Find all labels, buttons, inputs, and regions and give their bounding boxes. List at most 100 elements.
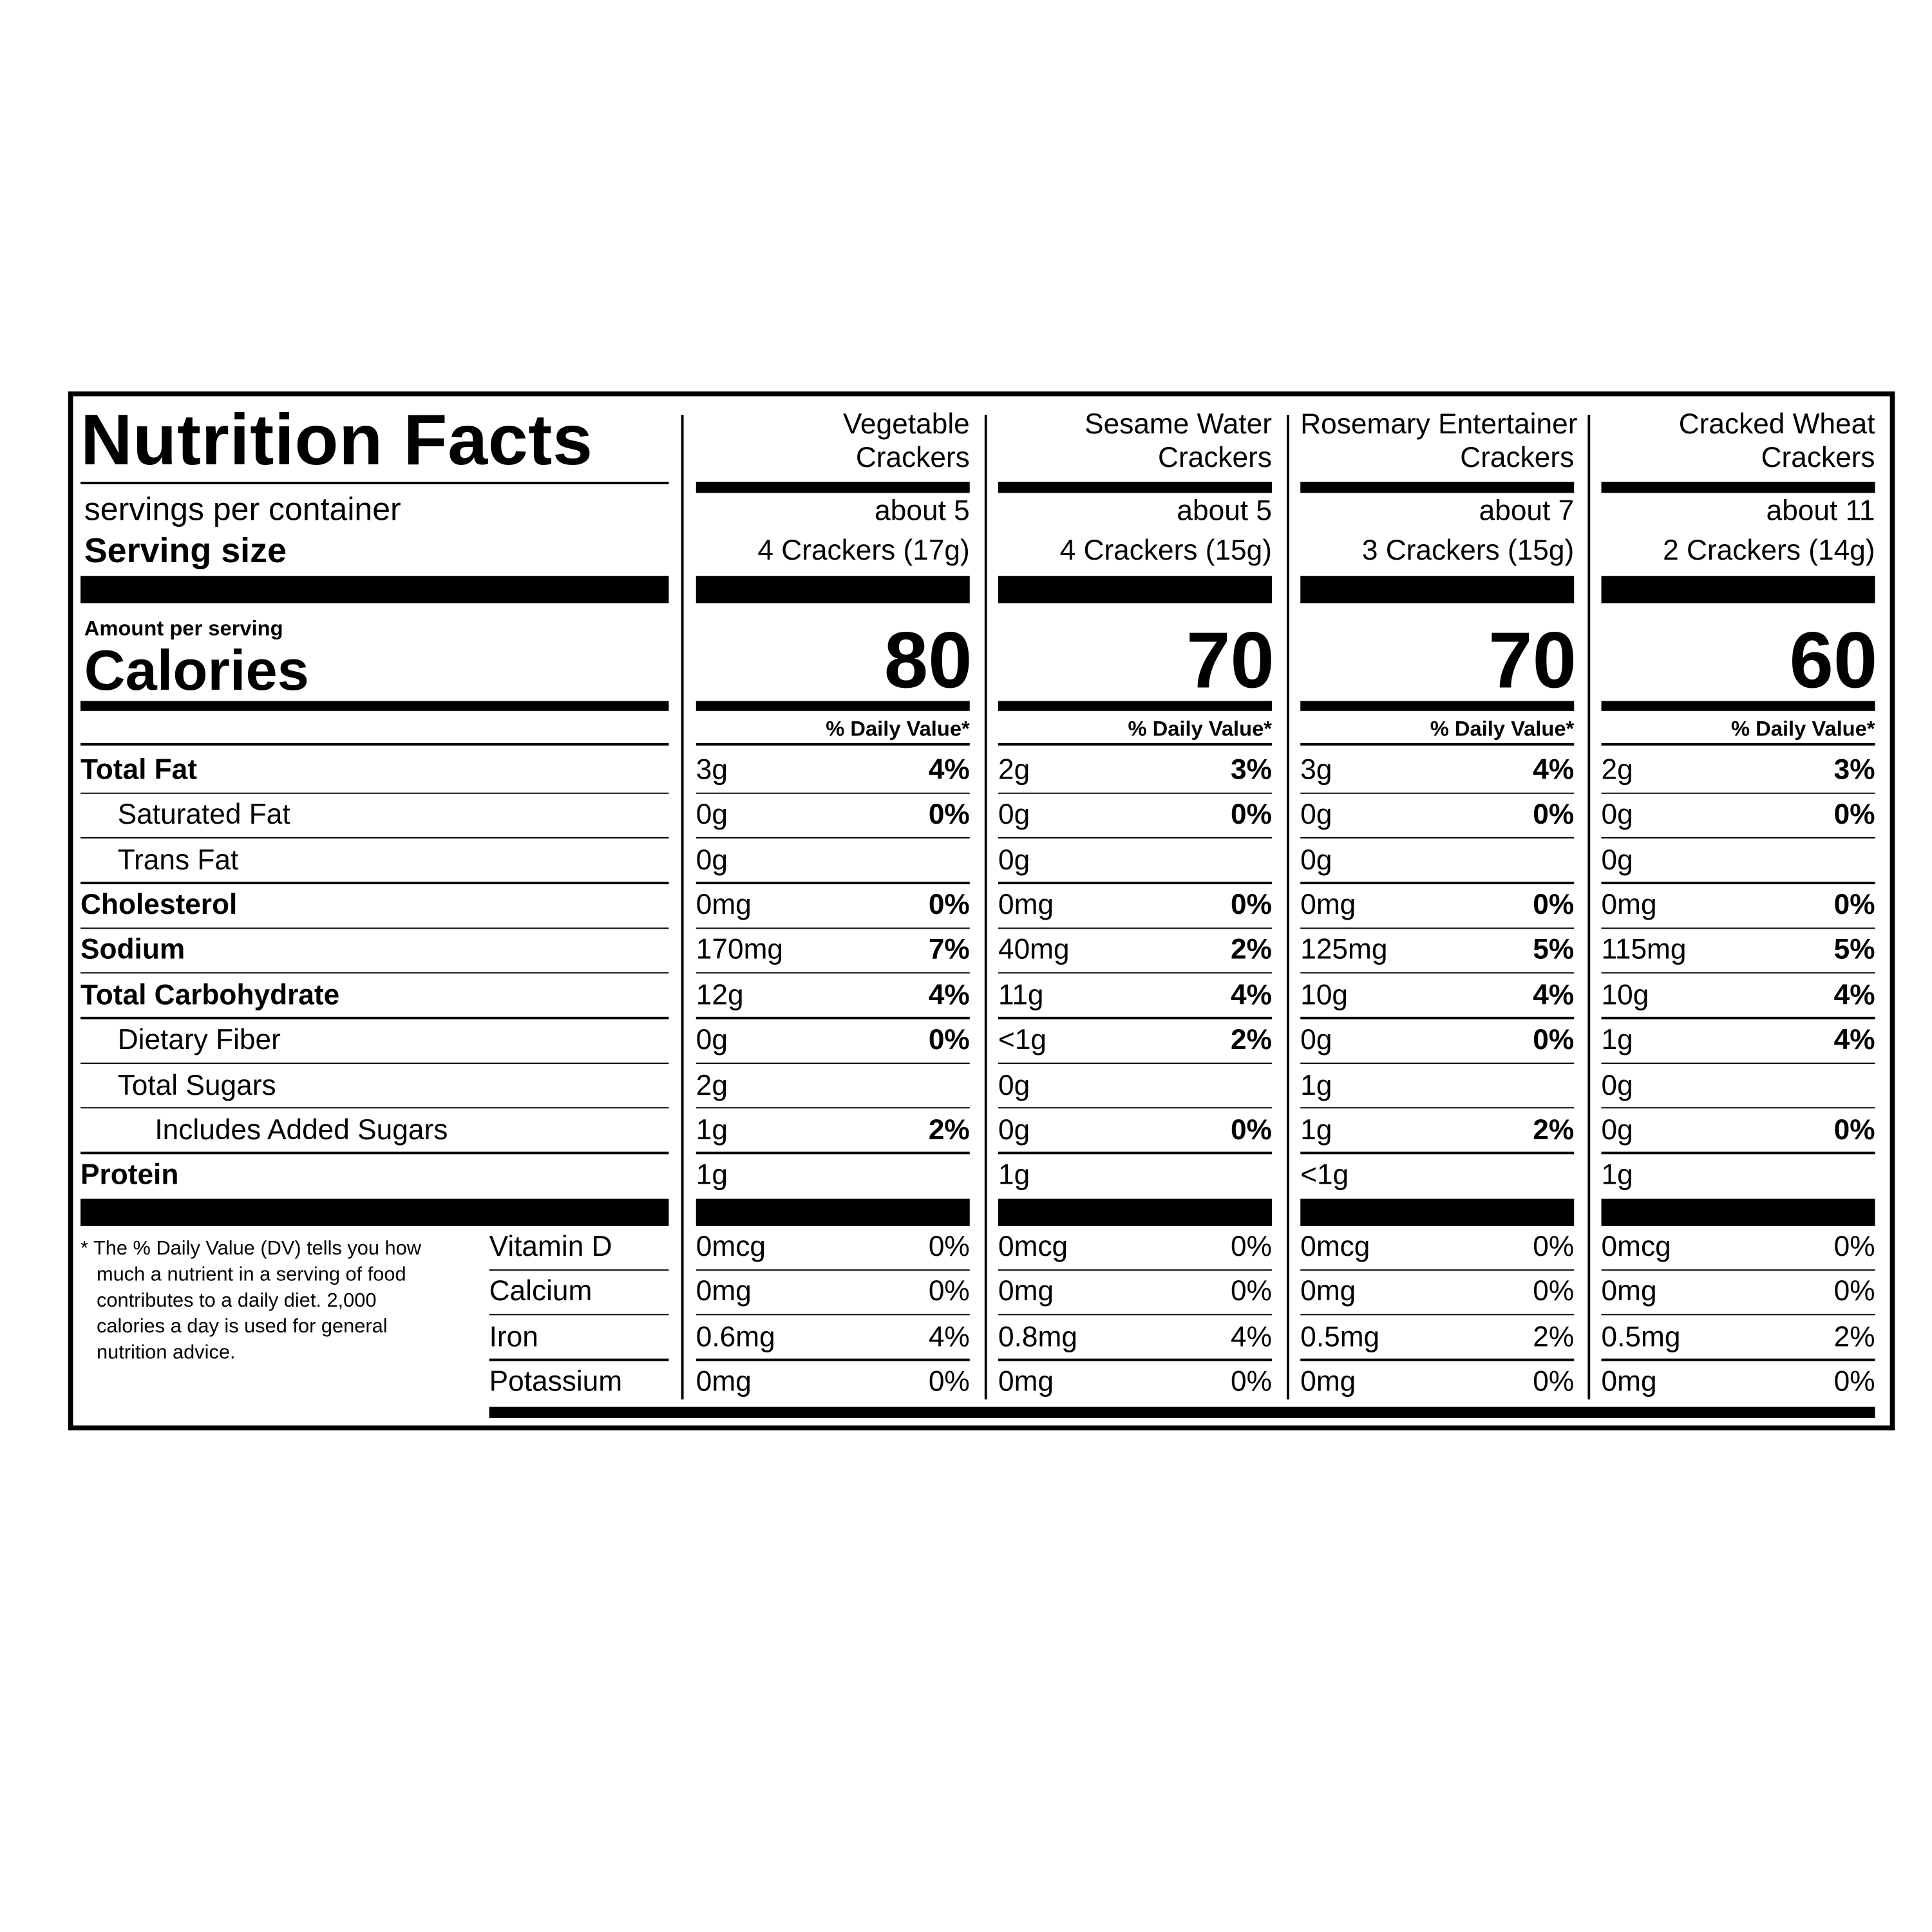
- product-name: Cracked Wheat: [1678, 407, 1875, 440]
- nutrient-dv: 5%: [1533, 933, 1575, 965]
- nutrient-label: Total Sugars: [117, 1068, 276, 1101]
- nutrient-dv: 0%: [1833, 888, 1875, 921]
- nutrient-dv: 0%: [928, 888, 970, 921]
- vitamin-amount: 0mcg: [1601, 1229, 1671, 1262]
- vitamin-dv: 0%: [1833, 1229, 1875, 1262]
- nutrient-amount: 0mg: [1300, 888, 1356, 921]
- calories: 80: [884, 616, 972, 705]
- medium-bar: [696, 482, 970, 493]
- row-rule: [1601, 837, 1875, 839]
- vitamin-amount: 0mg: [998, 1274, 1054, 1307]
- thick-bar: [1300, 576, 1575, 603]
- thick-bar: [80, 1198, 669, 1226]
- vitamin-label: Vitamin D: [489, 1229, 612, 1262]
- row-rule: [1601, 791, 1875, 794]
- nutrient-dv: 0%: [1533, 888, 1575, 921]
- row-rule: [696, 882, 970, 884]
- calories: 70: [1186, 616, 1274, 705]
- vitamin-dv: 4%: [1231, 1320, 1273, 1352]
- vitamin-amount: 0mg: [1300, 1274, 1356, 1307]
- vitamin-amount: 0mg: [1300, 1365, 1356, 1397]
- nutrient-label: Trans Fat: [117, 843, 239, 876]
- row-rule: [696, 1314, 970, 1316]
- row-rule: [696, 972, 970, 974]
- row-rule: [696, 1062, 970, 1065]
- vitamin-dv: 0%: [1533, 1229, 1575, 1262]
- nutrient-label: Sodium: [80, 933, 185, 965]
- row-rule: [1601, 972, 1875, 974]
- medium-bar: [1300, 701, 1575, 711]
- thin-rule: [80, 482, 669, 484]
- vitamin-amount: 0mg: [1601, 1365, 1657, 1397]
- product-name: Crackers: [855, 440, 970, 473]
- nutrient-dv: 4%: [1231, 978, 1273, 1010]
- nutrient-dv: 0%: [928, 798, 970, 831]
- medium-bar: [1601, 701, 1875, 711]
- row-rule: [998, 1152, 1273, 1154]
- vitamin-amount: 0.5mg: [1601, 1320, 1681, 1352]
- nutrient-amount: 125mg: [1300, 933, 1388, 965]
- nutrient-amount: 3g: [1300, 753, 1332, 786]
- nutrient-dv: 3%: [1833, 753, 1875, 786]
- nutrient-amount: 0g: [998, 798, 1030, 831]
- nutrient-amount: 40mg: [998, 933, 1070, 965]
- nutrient-label: Total Carbohydrate: [80, 978, 340, 1010]
- calories: 70: [1488, 616, 1577, 705]
- row-rule: [998, 972, 1273, 974]
- row-rule: [80, 882, 669, 884]
- servings: about 11: [1766, 494, 1875, 527]
- nutrient-amount: 0g: [696, 1023, 728, 1056]
- row-rule: [696, 1017, 970, 1019]
- vitamin-amount: 0mg: [696, 1274, 752, 1307]
- vitamin-label: Calcium: [489, 1274, 592, 1307]
- serving-size: 2 Crackers (14g): [1663, 533, 1875, 566]
- nutrient-amount: <1g: [1300, 1158, 1349, 1191]
- nutrient-amount: 0mg: [1601, 888, 1657, 921]
- row-rule: [1601, 1152, 1875, 1154]
- vitamin-dv: 0%: [1833, 1365, 1875, 1397]
- row-rule: [80, 837, 669, 839]
- row-rule: [696, 1358, 970, 1361]
- nutrient-amount: 10g: [1601, 978, 1649, 1010]
- thick-bar: [696, 1198, 970, 1226]
- nutrient-amount: 1g: [1601, 1023, 1633, 1056]
- nutrient-amount: 0g: [1601, 798, 1633, 831]
- column-divider: [681, 415, 683, 1400]
- row-rule: [80, 927, 669, 929]
- row-rule: [1300, 1269, 1575, 1271]
- nutrient-dv: 0%: [928, 1023, 970, 1056]
- vitamin-dv: 0%: [1231, 1274, 1273, 1307]
- row-rule: [80, 972, 669, 974]
- thin-rule: [1300, 743, 1575, 745]
- dv-label: % Daily Value*: [1731, 717, 1875, 741]
- row-rule: [998, 927, 1273, 929]
- nutrient-dv: 5%: [1833, 933, 1875, 965]
- row-rule: [998, 1107, 1273, 1109]
- row-rule: [1601, 1314, 1875, 1316]
- row-rule: [998, 1269, 1273, 1271]
- nutrient-label: Dietary Fiber: [117, 1023, 281, 1056]
- nutrient-dv: 2%: [1231, 933, 1273, 965]
- nutrient-dv: 4%: [928, 753, 970, 786]
- vitamin-amount: 0.6mg: [696, 1320, 775, 1352]
- row-rule: [1601, 1358, 1875, 1361]
- nutrient-amount: 1g: [998, 1158, 1030, 1191]
- product-name: Sesame Water: [1084, 407, 1273, 440]
- nutrient-amount: 2g: [998, 753, 1030, 786]
- nutrient-label: Cholesterol: [80, 888, 238, 921]
- footnote: * The % Daily Value (DV) tells you how m…: [80, 1238, 421, 1364]
- nutrient-amount: 12g: [696, 978, 744, 1010]
- bottom-bar: [489, 1406, 1875, 1418]
- vitamin-dv: 0%: [1231, 1365, 1273, 1397]
- row-rule: [1300, 1152, 1575, 1154]
- thin-rule: [696, 743, 970, 745]
- row-rule: [1300, 972, 1575, 974]
- row-rule: [1601, 1107, 1875, 1109]
- product-name: Vegetable: [842, 407, 970, 440]
- calories: 60: [1789, 616, 1878, 705]
- nutrient-dv: 0%: [1533, 1023, 1575, 1056]
- vitamin-dv: 4%: [928, 1320, 970, 1352]
- nutrient-amount: 0mg: [696, 888, 752, 921]
- nutrient-amount: 0g: [696, 843, 728, 876]
